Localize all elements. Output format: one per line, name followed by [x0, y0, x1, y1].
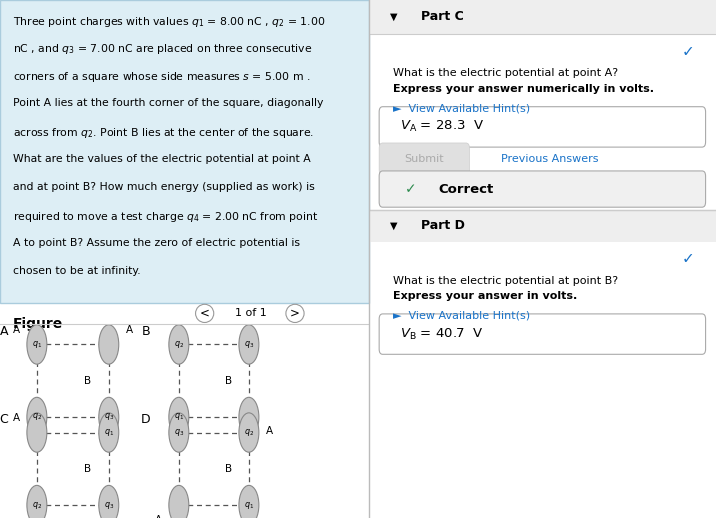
FancyBboxPatch shape [0, 0, 369, 303]
Text: 1 of 1: 1 of 1 [235, 308, 266, 319]
Text: Part C: Part C [421, 10, 463, 23]
Text: A to point B? Assume the zero of electric potential is: A to point B? Assume the zero of electri… [13, 238, 300, 248]
Text: A: A [266, 426, 273, 437]
Text: $q_1$: $q_1$ [174, 411, 184, 423]
Ellipse shape [99, 485, 119, 518]
Ellipse shape [99, 413, 119, 452]
Text: ✓: ✓ [682, 45, 695, 59]
Text: $q_1$: $q_1$ [244, 499, 254, 511]
Text: A: A [155, 514, 162, 518]
Text: $q_1$: $q_1$ [32, 339, 42, 350]
Text: A: A [13, 325, 20, 335]
Ellipse shape [27, 397, 47, 437]
FancyBboxPatch shape [369, 0, 716, 34]
Text: $q_2$: $q_2$ [244, 427, 254, 438]
Text: B: B [225, 376, 232, 386]
FancyBboxPatch shape [379, 314, 705, 354]
Text: What are the values of the electric potential at point A: What are the values of the electric pote… [13, 154, 311, 164]
Text: C: C [0, 413, 8, 426]
Text: ▼: ▼ [390, 220, 397, 231]
Text: ✓: ✓ [405, 182, 416, 196]
Text: Previous Answers: Previous Answers [500, 154, 598, 164]
Text: $q_3$: $q_3$ [104, 411, 114, 423]
Ellipse shape [99, 397, 119, 437]
Ellipse shape [239, 397, 259, 437]
Text: Point A lies at the fourth corner of the square, diagonally: Point A lies at the fourth corner of the… [13, 98, 324, 108]
Text: nC , and $q_3$ = 7.00 nC are placed on three consecutive: nC , and $q_3$ = 7.00 nC are placed on t… [13, 42, 312, 56]
Ellipse shape [169, 397, 189, 437]
Text: A: A [0, 325, 8, 338]
Ellipse shape [239, 325, 259, 364]
FancyBboxPatch shape [369, 210, 716, 242]
Ellipse shape [239, 485, 259, 518]
Text: $q_2$: $q_2$ [174, 339, 184, 350]
Text: across from $q_2$. Point B lies at the center of the square.: across from $q_2$. Point B lies at the c… [13, 126, 314, 140]
Text: $q_3$: $q_3$ [104, 499, 114, 511]
Text: $q_1$: $q_1$ [104, 427, 114, 438]
Text: and at point B? How much energy (supplied as work) is: and at point B? How much energy (supplie… [13, 182, 314, 192]
Ellipse shape [99, 325, 119, 364]
FancyBboxPatch shape [379, 171, 705, 207]
Ellipse shape [169, 485, 189, 518]
Text: required to move a test charge $q_4$ = 2.00 nC from point: required to move a test charge $q_4$ = 2… [13, 210, 319, 224]
Text: corners of a square whose side measures $s$ = 5.00 m .: corners of a square whose side measures … [13, 70, 311, 84]
Text: A: A [125, 325, 132, 335]
Ellipse shape [27, 485, 47, 518]
Text: $q_2$: $q_2$ [32, 499, 42, 511]
Ellipse shape [169, 325, 189, 364]
Text: Correct: Correct [438, 182, 493, 196]
Ellipse shape [239, 413, 259, 452]
Text: What is the electric potential at point A?: What is the electric potential at point … [393, 68, 618, 78]
FancyBboxPatch shape [379, 143, 470, 175]
Text: >: > [290, 307, 300, 320]
FancyBboxPatch shape [379, 107, 705, 147]
Text: chosen to be at infinity.: chosen to be at infinity. [13, 266, 140, 276]
Text: D: D [141, 413, 150, 426]
Ellipse shape [27, 413, 47, 452]
Text: Part D: Part D [421, 219, 465, 232]
Text: Express your answer numerically in volts.: Express your answer numerically in volts… [393, 84, 654, 94]
Text: What is the electric potential at point B?: What is the electric potential at point … [393, 276, 618, 285]
Text: Figure: Figure [13, 317, 63, 331]
Text: <: < [200, 307, 210, 320]
Text: A: A [13, 413, 20, 423]
Text: $q_3$: $q_3$ [174, 427, 184, 438]
Text: ✓: ✓ [682, 252, 695, 266]
Text: Submit: Submit [405, 154, 444, 164]
Text: Express your answer in volts.: Express your answer in volts. [393, 291, 577, 301]
Text: B: B [84, 464, 91, 474]
Text: B: B [141, 325, 150, 338]
Text: $q_2$: $q_2$ [32, 411, 42, 423]
Ellipse shape [27, 325, 47, 364]
Text: ►  View Available Hint(s): ► View Available Hint(s) [393, 311, 530, 321]
Text: ▼: ▼ [390, 11, 397, 22]
Text: B: B [84, 376, 91, 386]
Text: ►  View Available Hint(s): ► View Available Hint(s) [393, 104, 530, 113]
Text: $q_3$: $q_3$ [243, 339, 254, 350]
Ellipse shape [169, 413, 189, 452]
Text: $V_\mathregular{A}$ = 28.3  V: $V_\mathregular{A}$ = 28.3 V [400, 119, 484, 135]
Text: Three point charges with values $q_1$ = 8.00 nC , $q_2$ = 1.00: Three point charges with values $q_1$ = … [13, 15, 325, 28]
Text: $V_\mathregular{B}$ = 40.7  V: $V_\mathregular{B}$ = 40.7 V [400, 326, 483, 342]
Text: B: B [225, 464, 232, 474]
